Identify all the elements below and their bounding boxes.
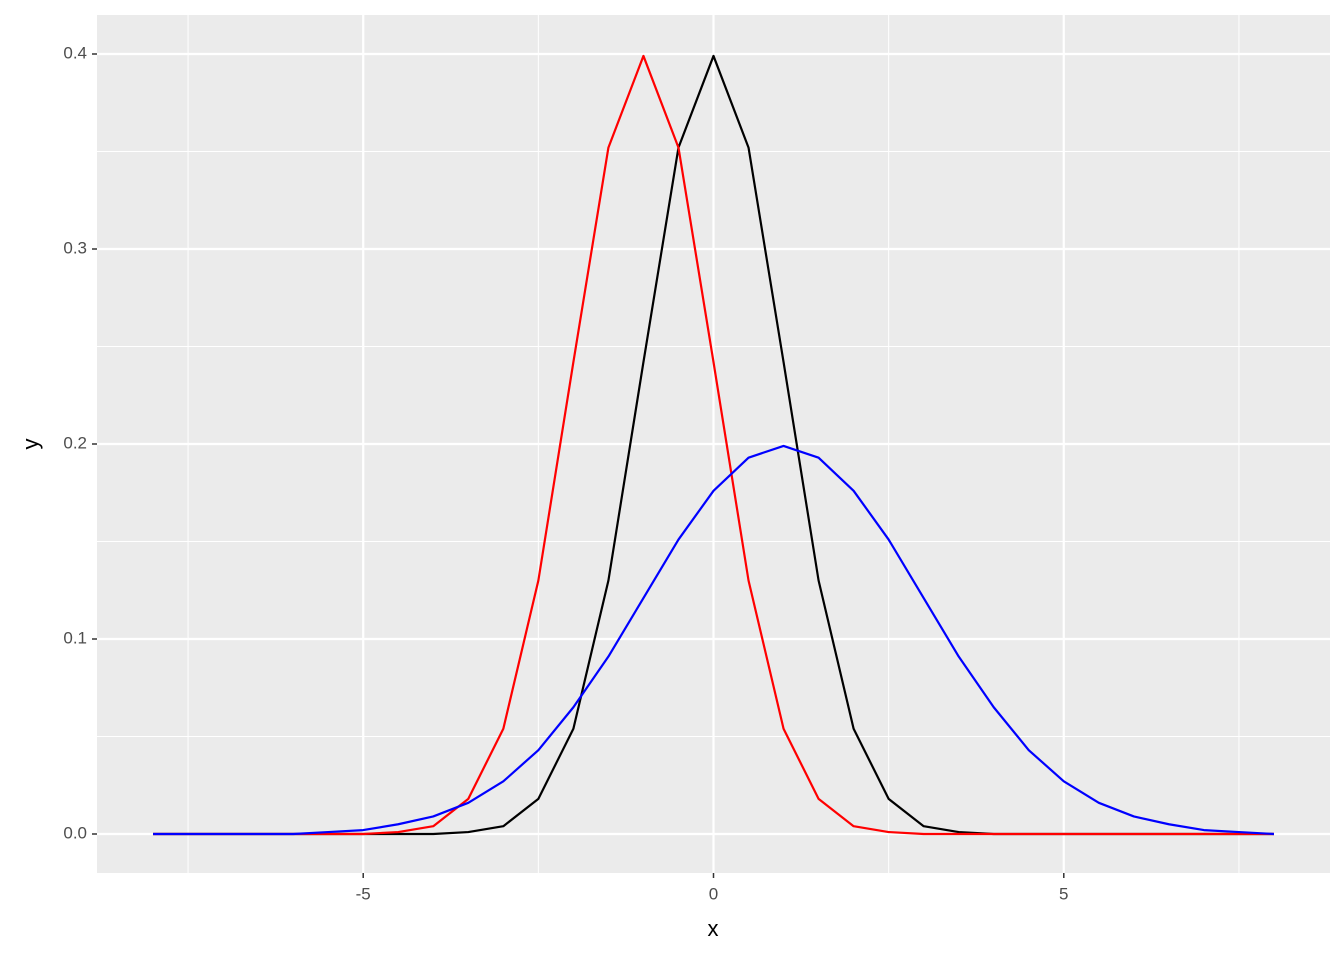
y-tick-label: 0.4 xyxy=(63,43,87,62)
line-series xyxy=(153,444,1275,836)
y-tick-label: 0.3 xyxy=(63,238,87,257)
x-tick-label: 5 xyxy=(1059,884,1068,903)
x-tick-label: 0 xyxy=(709,884,718,903)
y-tick-label: 0.1 xyxy=(63,628,87,647)
y-tick-label: 0.0 xyxy=(63,823,87,842)
x-axis-title: x xyxy=(708,916,719,941)
y-tick-label: 0.2 xyxy=(63,433,87,452)
y-axis-title: y xyxy=(18,439,43,450)
line-series xyxy=(153,54,1274,836)
x-tick-label: -5 xyxy=(356,884,371,903)
